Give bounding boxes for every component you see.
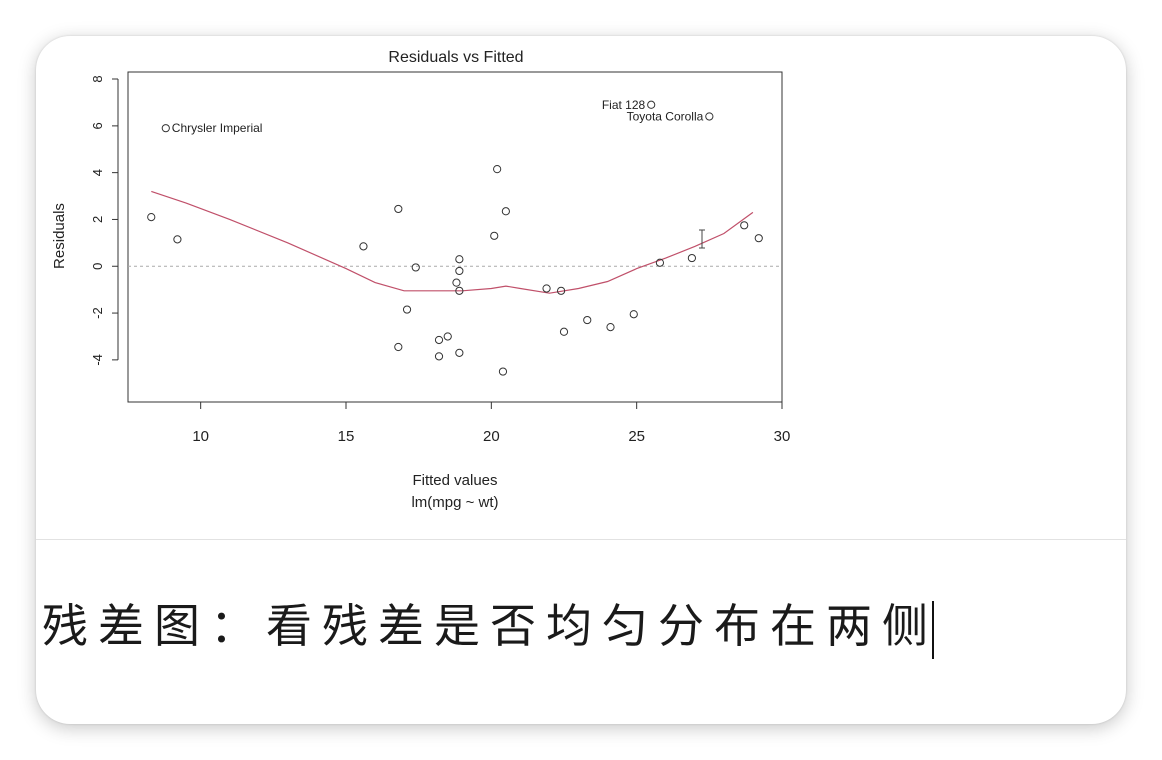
data-point	[583, 315, 592, 325]
caption-text: 残差图：看残差是否均匀分布在两侧	[42, 599, 938, 653]
data-point	[629, 310, 638, 319]
x-axis-label: Fitted values	[412, 472, 497, 489]
y-tick-label: 8	[90, 75, 105, 82]
data-point	[394, 204, 403, 214]
y-axis: -4 -2 0 2 4 6 8	[90, 75, 119, 366]
divider	[36, 539, 1126, 540]
data-point	[542, 284, 551, 293]
y-tick-label: 6	[90, 122, 105, 129]
text-cursor	[932, 601, 934, 659]
data-point	[402, 305, 412, 314]
data-point	[556, 286, 566, 295]
data-point	[434, 335, 444, 345]
x-tick-label: 25	[628, 428, 645, 445]
data-point	[740, 221, 749, 230]
point-label: Fiat 128	[602, 98, 646, 112]
data-point	[606, 323, 615, 332]
data-point	[687, 253, 696, 263]
chart-subtitle: lm(mpg ~ wt)	[411, 494, 498, 511]
data-point	[359, 242, 368, 251]
y-axis-label: Residuals	[51, 203, 68, 269]
x-tick-label: 30	[774, 428, 791, 445]
point-label: Chrysler Imperial	[172, 121, 263, 135]
y-tick-label: 2	[90, 216, 105, 223]
data-points	[147, 100, 763, 376]
data-point	[452, 278, 461, 287]
data-point	[455, 286, 464, 295]
data-point	[173, 235, 182, 244]
data-point	[498, 367, 508, 376]
residuals-plot: Residuals vs Fitted -4 -2 0 2 4 6 8 10 15 20 25 30…	[51, 49, 791, 511]
y-tick-label: -4	[90, 354, 105, 366]
data-point	[493, 165, 502, 174]
data-point	[443, 332, 452, 341]
y-tick-label: 0	[90, 263, 105, 270]
caption-line[interactable]: 残差图：看残差是否均匀分布在两侧	[42, 601, 934, 659]
data-point	[559, 327, 569, 336]
data-point	[455, 255, 464, 264]
data-point	[705, 112, 714, 121]
x-tick-label: 20	[483, 428, 500, 445]
point-label: Toyota Corolla	[627, 109, 704, 123]
data-point	[455, 266, 464, 276]
data-point	[434, 352, 444, 361]
y-tick-label: -2	[90, 307, 105, 319]
data-point	[411, 263, 420, 272]
chart-title: Residuals vs Fitted	[388, 49, 523, 66]
card: Residuals vs Fitted -4 -2 0 2 4 6 8 10 15 20 25 30…	[36, 36, 1126, 724]
x-axis: 10 15 20 25 30	[192, 401, 791, 445]
data-point	[754, 234, 763, 243]
data-point	[490, 231, 499, 240]
y-tick-label: 4	[90, 169, 105, 176]
data-point	[647, 100, 656, 109]
data-point	[147, 213, 156, 222]
data-point	[501, 207, 510, 216]
data-point	[161, 124, 170, 133]
x-tick-label: 15	[338, 428, 355, 445]
data-point	[394, 342, 403, 352]
data-point	[455, 348, 464, 357]
data-point	[655, 258, 665, 267]
smooth-line	[151, 190, 754, 294]
x-tick-label: 10	[192, 428, 209, 445]
